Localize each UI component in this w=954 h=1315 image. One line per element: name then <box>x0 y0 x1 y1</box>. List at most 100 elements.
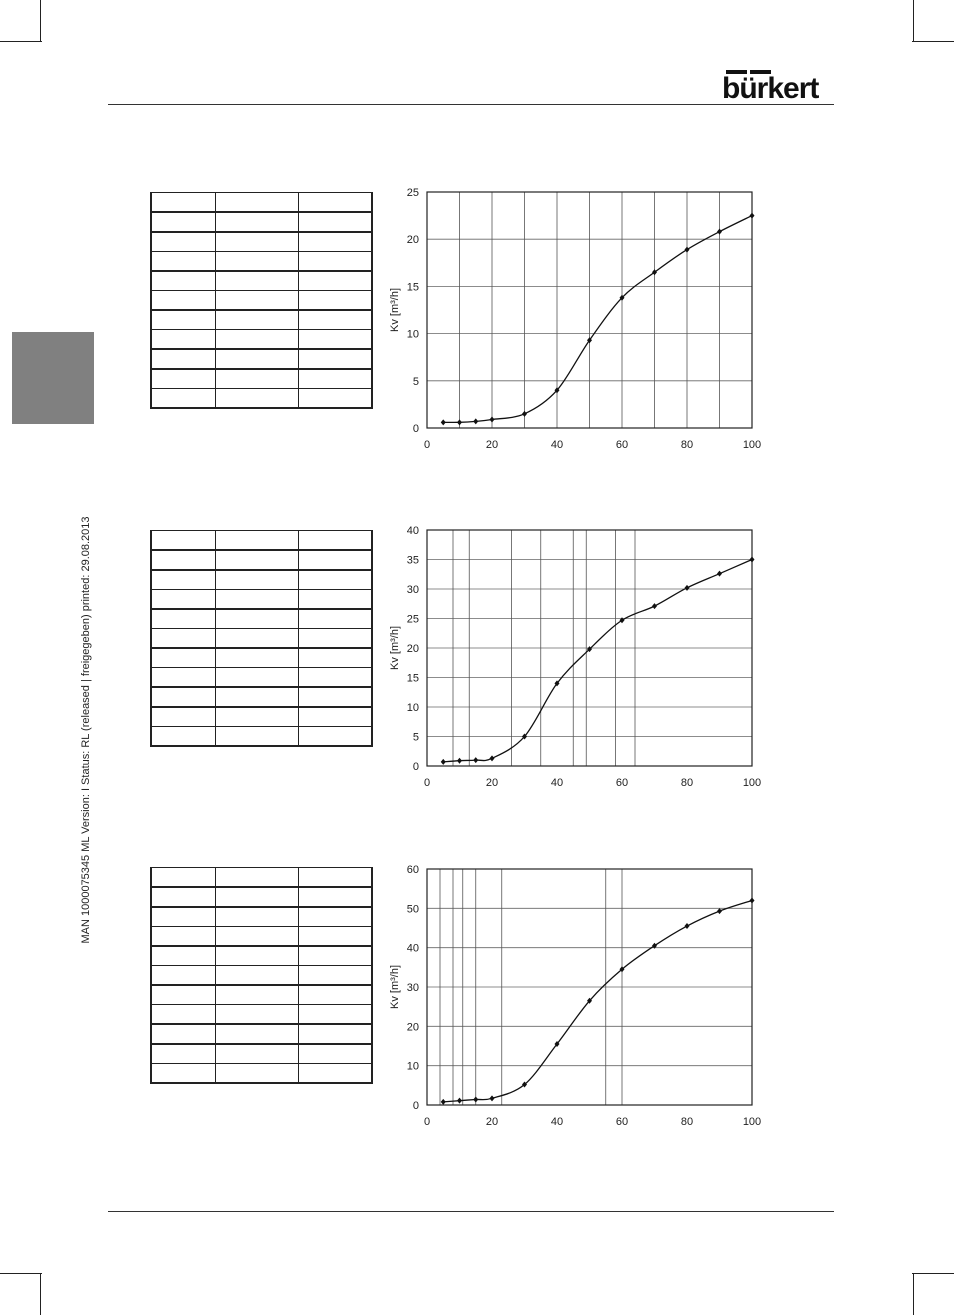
data-point <box>619 966 625 973</box>
table-cell <box>149 608 216 629</box>
table-cell <box>298 211 374 233</box>
data-point <box>473 757 479 764</box>
table-row <box>149 628 374 649</box>
data-table-1 <box>149 192 374 409</box>
table-cell <box>149 886 216 908</box>
table-row <box>149 726 374 747</box>
x-tick-label: 0 <box>424 777 430 789</box>
table-cell <box>214 945 300 966</box>
data-point <box>587 997 592 1004</box>
table-row <box>149 290 374 311</box>
table-cell <box>214 1063 300 1084</box>
table-cell <box>298 945 374 966</box>
table-cell <box>298 886 374 908</box>
data-point <box>554 680 560 687</box>
kv-chart-3: 0 10 20 30 40 50 60 0 20 40 60 80 100 Kv [m³/h] <box>389 864 761 1128</box>
table-cell <box>214 608 300 629</box>
table-cell <box>214 1023 300 1045</box>
data-point <box>717 908 722 915</box>
table-row <box>149 1063 374 1084</box>
table-cell <box>149 589 216 610</box>
y-tick-label: 30 <box>407 584 419 596</box>
table-cell <box>298 984 374 1005</box>
brand-name: bürkert <box>722 72 819 105</box>
data-point <box>684 923 690 930</box>
y-tick-label: 5 <box>413 732 419 744</box>
data-point <box>489 416 495 423</box>
y-tick-label: 40 <box>407 943 419 955</box>
x-tick-label: 40 <box>551 1116 563 1128</box>
table-cell <box>298 906 374 927</box>
y-tick-label: 30 <box>407 982 419 994</box>
table-cell <box>214 628 300 649</box>
x-tick-label: 80 <box>681 439 693 451</box>
table-cell <box>298 706 374 727</box>
table-row <box>149 192 374 213</box>
table-row <box>149 706 374 727</box>
table-row <box>149 270 374 291</box>
table-cell <box>214 726 300 747</box>
table-row <box>149 329 374 350</box>
table-cell <box>214 706 300 727</box>
table-cell <box>149 309 216 330</box>
document-info-text: MAN 1000075345 ML Version: I Status: RL … <box>80 516 92 944</box>
table-cell <box>214 309 300 330</box>
table-cell <box>149 628 216 649</box>
table-row <box>149 388 374 409</box>
chapter-tab <box>12 332 94 424</box>
y-tick-label: 25 <box>407 187 419 199</box>
plot-frame <box>426 529 753 767</box>
table-cell <box>149 984 216 1005</box>
table-cell <box>298 530 374 551</box>
crop-mark <box>0 1273 42 1274</box>
table-row <box>149 569 374 590</box>
table-cell <box>298 569 374 590</box>
table-cell <box>298 686 374 708</box>
x-tick-label: 80 <box>681 777 693 789</box>
y-tick-label: 15 <box>407 281 419 293</box>
table-cell <box>298 965 374 986</box>
table-cell <box>214 231 300 252</box>
table-cell <box>149 192 216 213</box>
crop-mark <box>40 1273 41 1315</box>
table-cell <box>149 867 216 888</box>
table-cell <box>298 192 374 213</box>
data-point <box>619 617 625 624</box>
y-tick-label: 15 <box>407 673 419 685</box>
y-tick-label: 10 <box>407 1061 419 1073</box>
data-point <box>440 419 446 426</box>
table-cell <box>298 549 374 571</box>
data-point <box>749 212 755 219</box>
table-cell <box>149 906 216 927</box>
y-tick-label: 0 <box>413 1100 419 1112</box>
x-tick-label: 100 <box>743 439 761 451</box>
table-cell <box>149 251 216 272</box>
table-cell <box>149 270 216 291</box>
table-cell <box>149 965 216 986</box>
x-tick-label: 60 <box>616 777 628 789</box>
crop-mark <box>40 0 41 42</box>
data-point <box>717 228 722 235</box>
x-tick-label: 100 <box>743 777 761 789</box>
data-point <box>652 603 657 610</box>
crop-mark <box>912 41 954 42</box>
table-row <box>149 211 374 233</box>
table-row <box>149 348 374 370</box>
table-cell <box>214 251 300 272</box>
table-cell <box>149 569 216 590</box>
x-tick-label: 80 <box>681 1116 693 1128</box>
table-cell <box>298 647 374 668</box>
table-row <box>149 608 374 629</box>
table-cell <box>214 192 300 213</box>
table-cell <box>149 549 216 571</box>
series-line <box>443 215 753 424</box>
table-cell <box>149 368 216 389</box>
crop-mark <box>912 1273 954 1274</box>
table-cell <box>214 984 300 1005</box>
data-point <box>440 1098 446 1105</box>
table-cell <box>149 348 216 370</box>
table-row <box>149 984 374 1005</box>
data-point <box>522 1081 527 1088</box>
table-row <box>149 231 374 252</box>
table-row <box>149 906 374 927</box>
